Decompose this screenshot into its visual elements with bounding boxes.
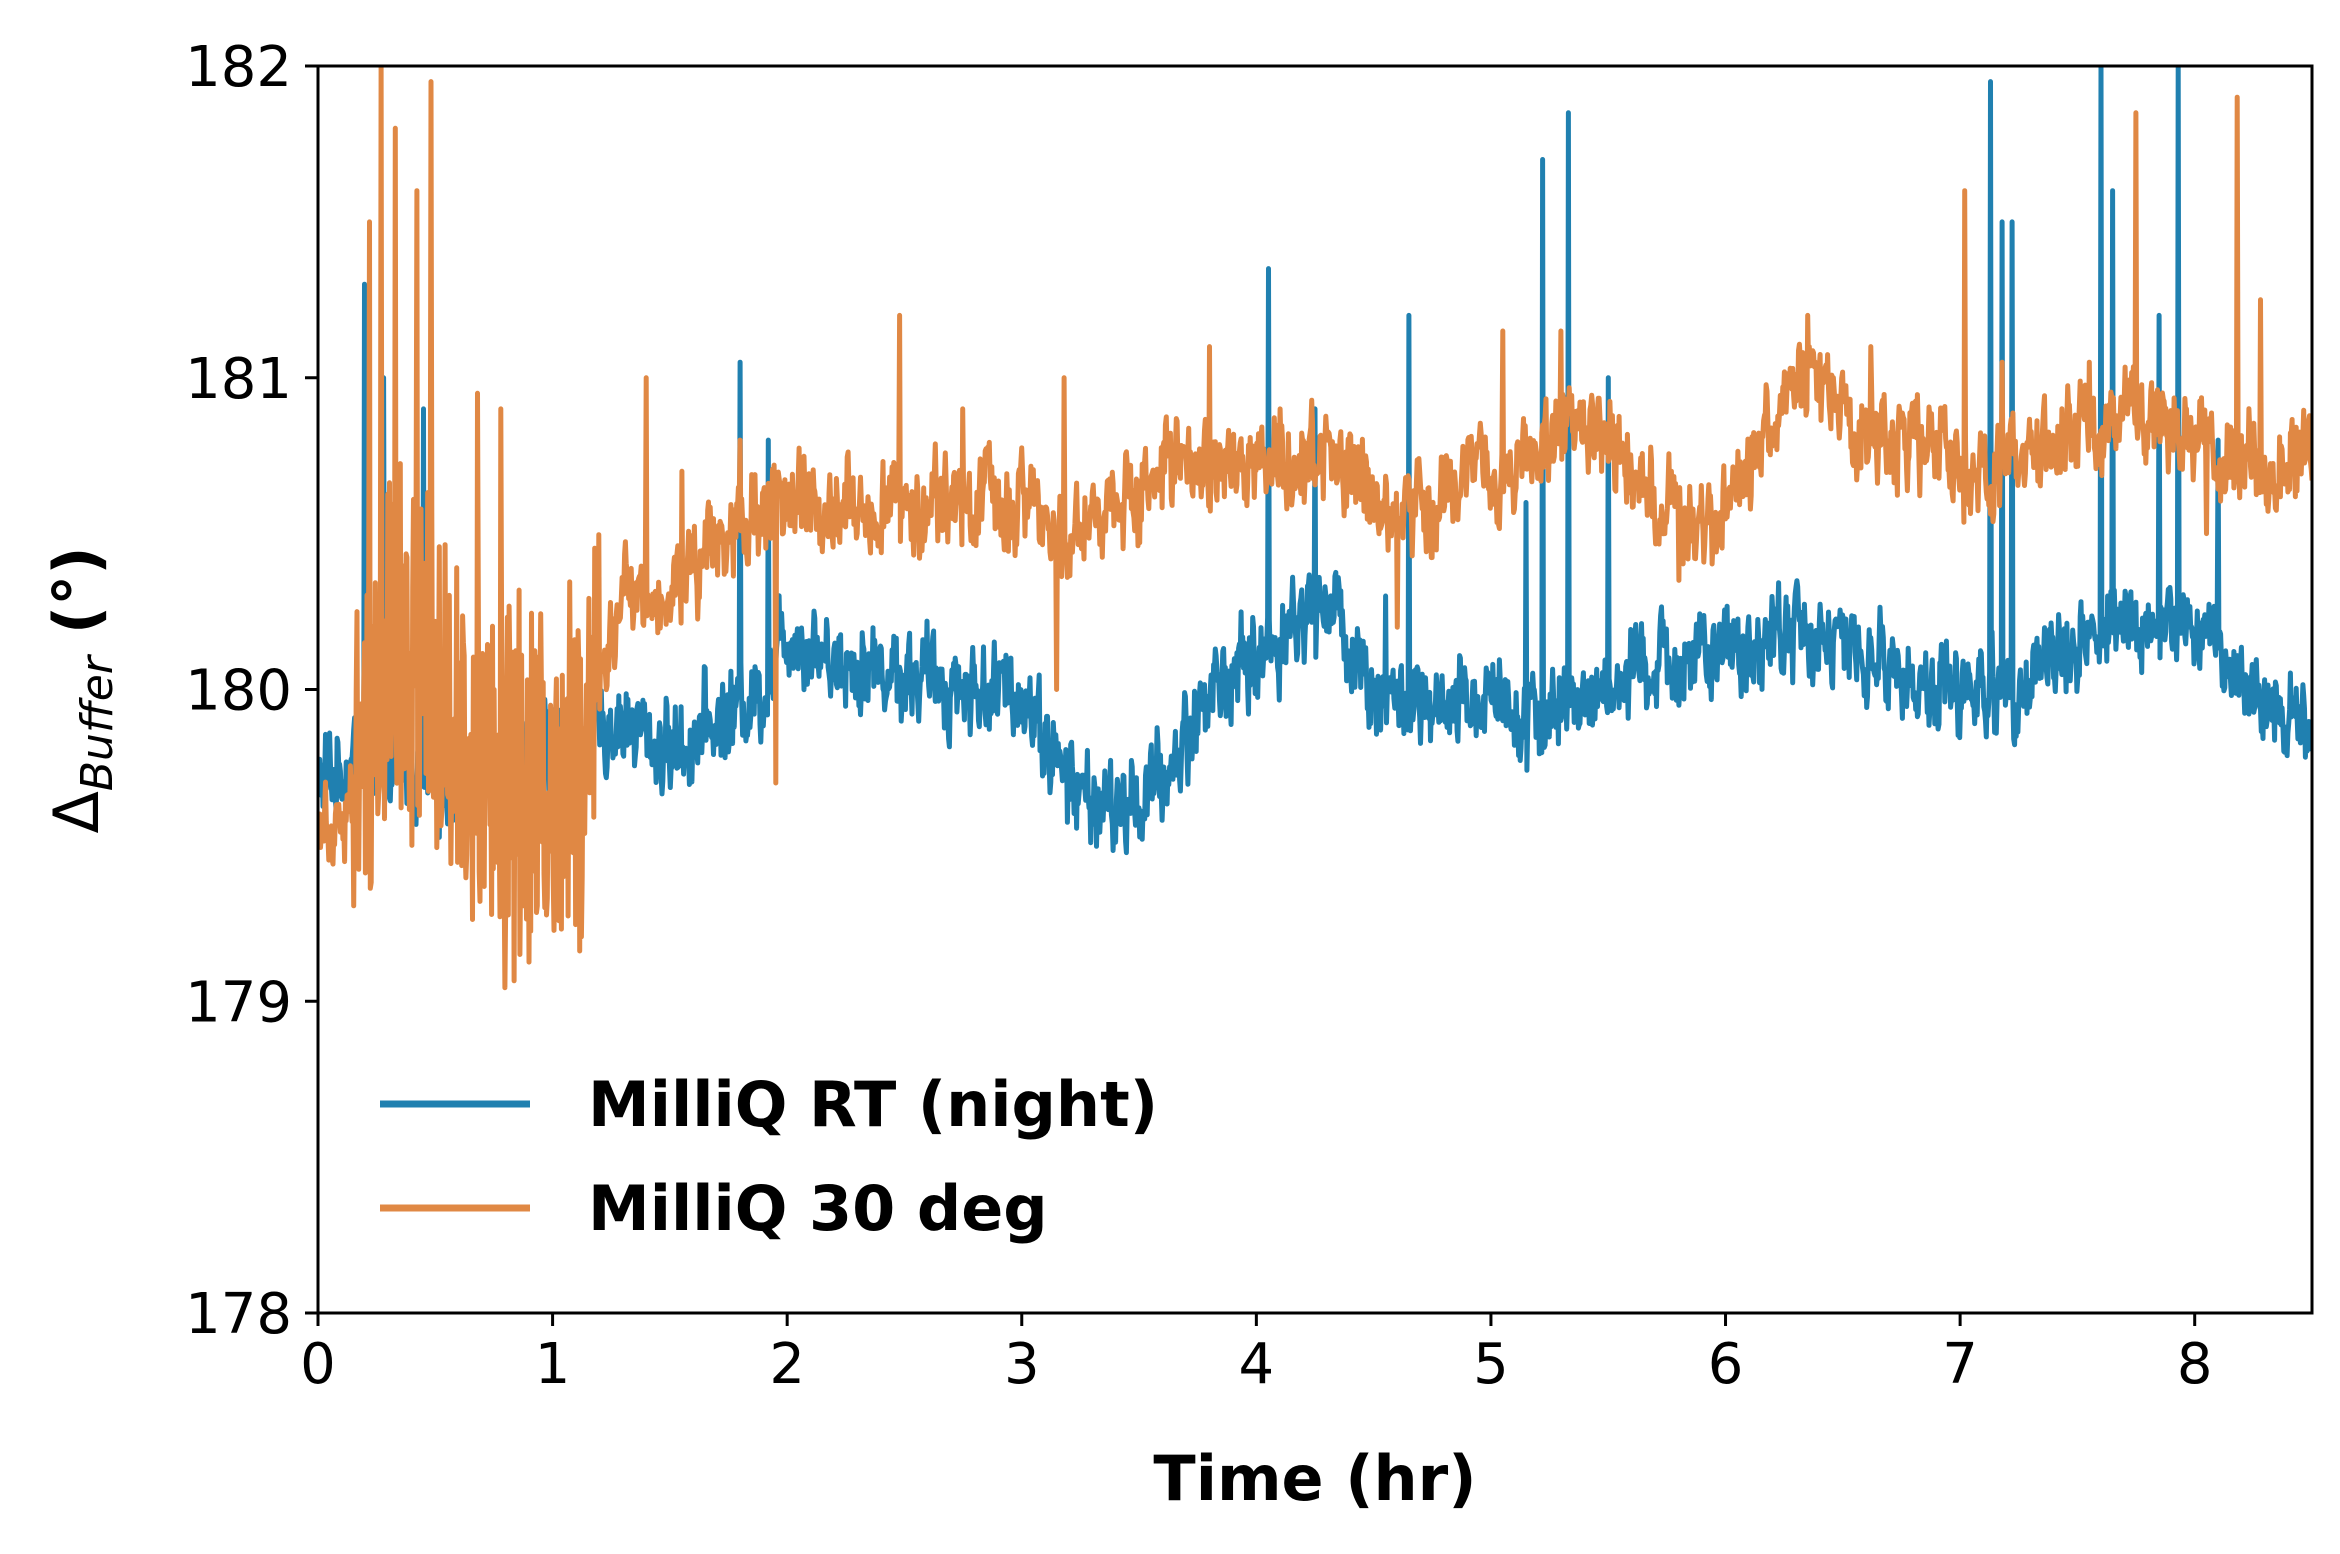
x-tick-label: 6	[1708, 1332, 1744, 1397]
y-tick-label: 181	[185, 347, 292, 412]
x-tick-label: 2	[769, 1332, 805, 1397]
y-axis-label: ΔBuffer (°)	[40, 546, 123, 833]
series-line-0	[318, 66, 2312, 856]
y-axis-unit: (°)	[40, 546, 113, 634]
y-axis: 178 179 180 181 182	[185, 35, 318, 1347]
x-tick-label: 0	[300, 1332, 336, 1397]
y-tick-label: 178	[185, 1282, 292, 1347]
x-tick-label: 1	[535, 1332, 571, 1397]
x-tick-label: 8	[2177, 1332, 2213, 1397]
x-tick-label: 5	[1473, 1332, 1509, 1397]
series-line-1	[318, 66, 2312, 991]
legend-label-30deg: MilliQ 30 deg	[588, 1172, 1048, 1245]
y-tick-label: 180	[185, 659, 292, 724]
x-tick-label: 4	[1239, 1332, 1275, 1397]
x-axis-label: Time (hr)	[1153, 1442, 1476, 1515]
y-axis-symbol: Δ	[40, 791, 113, 833]
x-axis: 0 1 2 3 4 5 6 7 8	[300, 1313, 2213, 1397]
y-axis-subscript: Buffer	[72, 653, 123, 791]
x-tick-label: 3	[1004, 1332, 1040, 1397]
x-tick-label: 7	[1942, 1332, 1978, 1397]
legend-label-rt: MilliQ RT (night)	[588, 1068, 1158, 1141]
y-tick-label: 179	[185, 970, 292, 1035]
series-layer	[318, 66, 2312, 991]
y-tick-label: 182	[185, 35, 292, 100]
legend: MilliQ RT (night) MilliQ 30 deg	[380, 1068, 1158, 1245]
